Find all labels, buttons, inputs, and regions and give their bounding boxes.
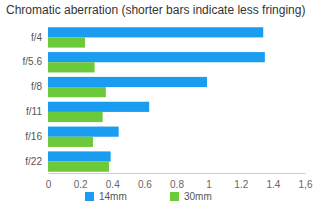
bars: [48, 27, 265, 172]
y-tick-label: f/16: [25, 131, 42, 142]
bar: [48, 127, 119, 137]
y-tick-label: f/4: [31, 32, 43, 43]
x-axis: 0 0.2 0.4 0.6 0.8 1 1.2 1.4 1,6: [46, 173, 313, 190]
y-tick: f/8: [31, 81, 48, 92]
bar: [48, 151, 111, 161]
x-tick: 0.8: [170, 173, 184, 190]
y-tick: f/11: [26, 106, 48, 117]
x-tick-label: 0.4: [106, 179, 120, 190]
bar: [48, 27, 263, 37]
title: Chromatic aberration (shorter bars indic…: [6, 3, 305, 17]
x-axis-line: [49, 173, 306, 174]
x-tick: 1,6: [299, 173, 313, 190]
x-tick: 1.2: [234, 173, 248, 190]
x-tick-label: 0.2: [74, 179, 88, 190]
legend-swatch: [85, 192, 94, 201]
bar: [48, 37, 85, 47]
bar: [48, 52, 265, 62]
y-tick: f/22: [25, 156, 48, 167]
x-tick: 1: [206, 173, 212, 190]
x-tick: 0: [46, 173, 52, 190]
chart: Chromatic aberration (shorter bars indic…: [0, 0, 320, 209]
bar: [48, 87, 106, 97]
bar: [48, 77, 207, 87]
y-tick-label: f/5.6: [23, 56, 43, 67]
x-tick-label: 0.6: [138, 179, 152, 190]
x-tick: 0.2: [74, 173, 88, 190]
bar: [48, 162, 109, 172]
y-axis: f/4 f/5.6 f/8 f/11 f/16 f/22: [23, 32, 48, 167]
legend: 14mm 30mm: [85, 191, 212, 202]
x-tick: 0.6: [138, 173, 152, 190]
x-tick-label: 0: [46, 179, 52, 190]
y-tick-label: f/22: [25, 156, 42, 167]
x-tick-label: 1: [206, 179, 212, 190]
bar: [48, 112, 103, 122]
x-tick-label: 0.8: [170, 179, 184, 190]
y-tick: f/5.6: [23, 56, 48, 67]
bar: [48, 62, 95, 72]
y-tick-label: f/11: [26, 106, 42, 117]
legend-label: 30mm: [184, 191, 212, 202]
legend-label: 14mm: [99, 191, 127, 202]
x-tick: 1.4: [266, 173, 280, 190]
x-tick: 0.4: [106, 173, 120, 190]
x-tick-label: 1,6: [299, 179, 313, 190]
legend-swatch: [170, 192, 179, 201]
y-tick: f/4: [31, 32, 48, 43]
y-tick: f/16: [25, 131, 48, 142]
bar: [48, 137, 93, 147]
x-tick-label: 1.4: [266, 179, 280, 190]
bar: [48, 102, 149, 112]
x-tick-label: 1.2: [234, 179, 248, 190]
y-tick-label: f/8: [31, 81, 43, 92]
